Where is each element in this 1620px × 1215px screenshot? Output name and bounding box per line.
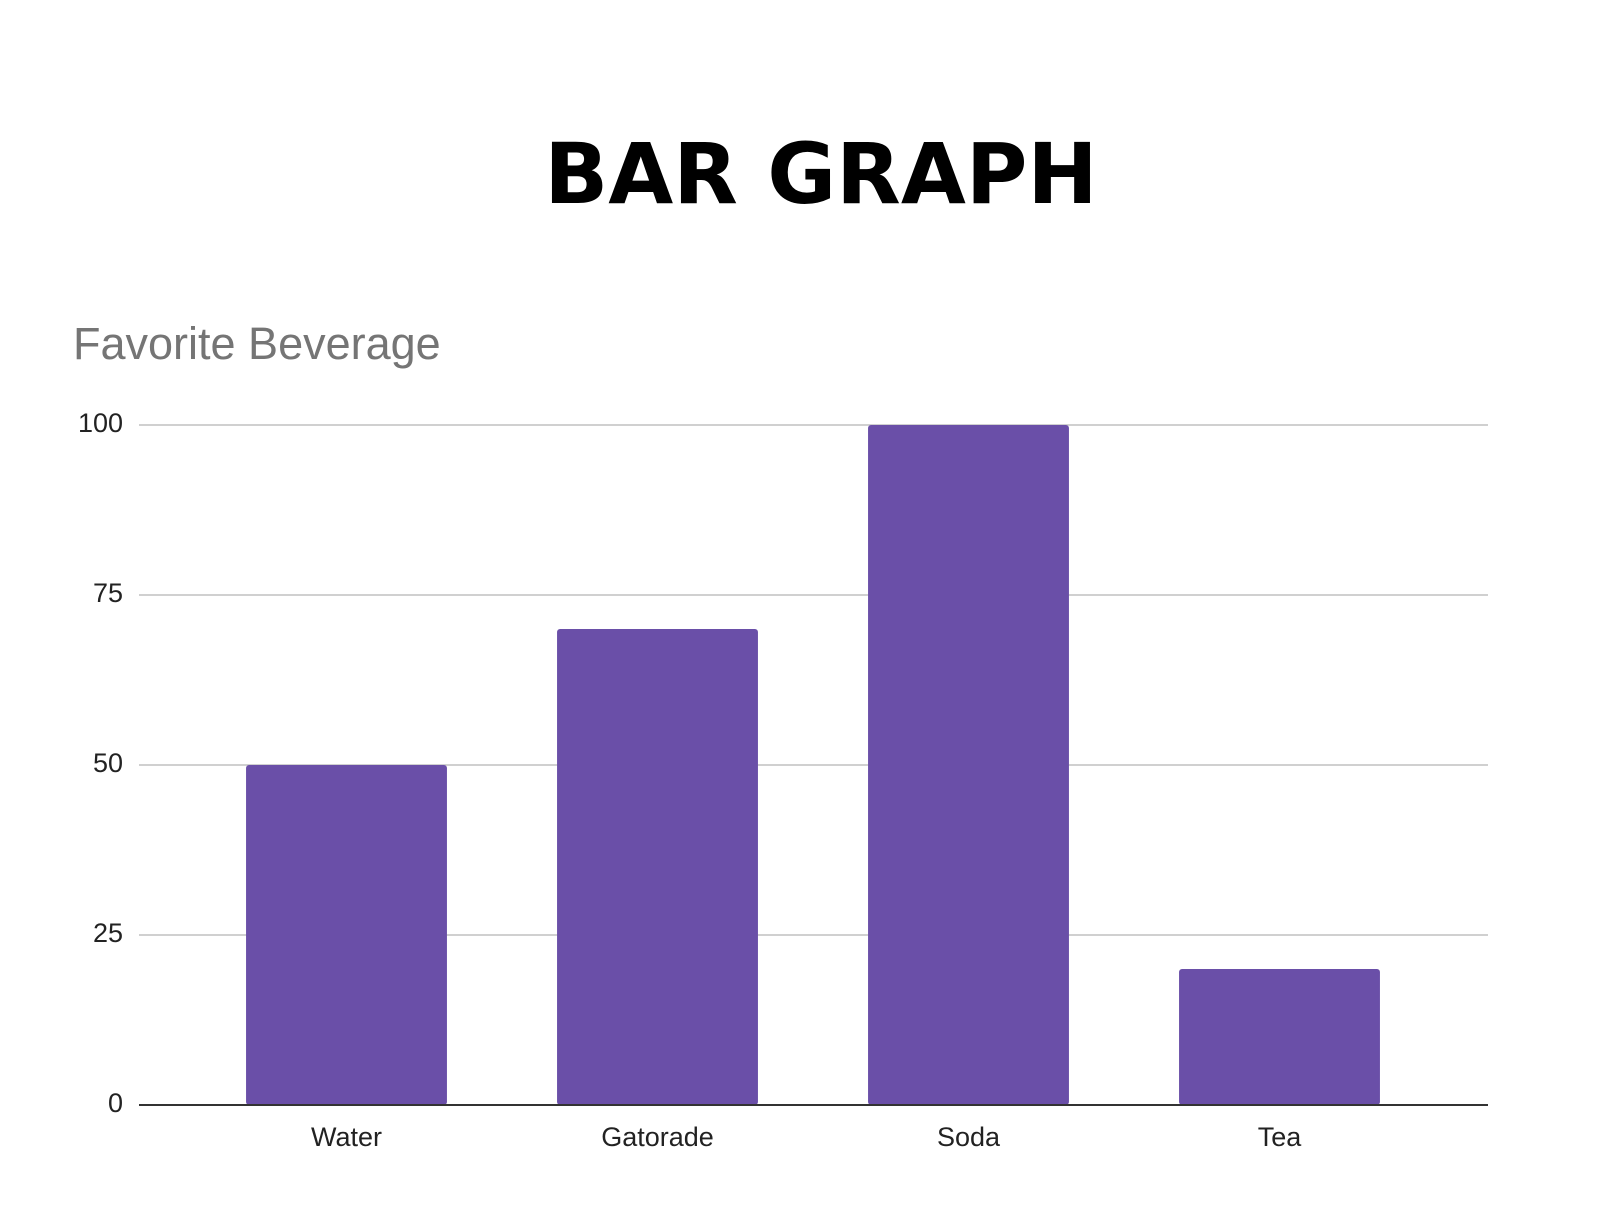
y-tick-label: 0 xyxy=(108,1088,123,1118)
x-tick-label: Soda xyxy=(937,1122,1001,1152)
bar xyxy=(246,765,447,1105)
chart-title: BAR GRAPH xyxy=(544,125,1097,223)
bar xyxy=(1179,969,1380,1105)
y-tick-label: 100 xyxy=(78,408,123,438)
y-tick-label: 25 xyxy=(93,918,123,948)
bar xyxy=(557,629,758,1105)
x-tick-label: Gatorade xyxy=(601,1122,714,1152)
bar xyxy=(868,425,1069,1105)
y-tick-label: 75 xyxy=(93,578,123,608)
y-tick-label: 50 xyxy=(93,748,123,778)
chart-subtitle: Favorite Beverage xyxy=(73,318,441,369)
x-tick-label: Water xyxy=(311,1122,382,1152)
x-tick-label: Tea xyxy=(1258,1122,1303,1152)
